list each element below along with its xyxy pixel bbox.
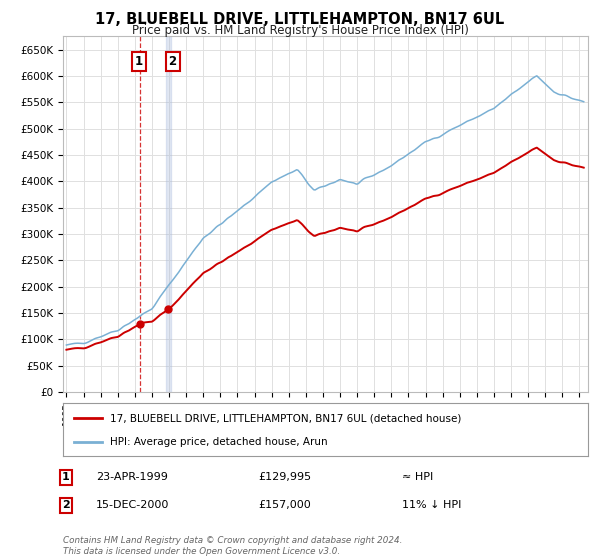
Text: £157,000: £157,000 xyxy=(258,500,311,510)
Text: Price paid vs. HM Land Registry's House Price Index (HPI): Price paid vs. HM Land Registry's House … xyxy=(131,24,469,37)
Text: 11% ↓ HPI: 11% ↓ HPI xyxy=(402,500,461,510)
Text: 17, BLUEBELL DRIVE, LITTLEHAMPTON, BN17 6UL: 17, BLUEBELL DRIVE, LITTLEHAMPTON, BN17 … xyxy=(95,12,505,27)
Text: 2: 2 xyxy=(62,500,70,510)
Text: 1: 1 xyxy=(134,55,143,68)
Text: ≈ HPI: ≈ HPI xyxy=(402,472,433,482)
Text: 15-DEC-2000: 15-DEC-2000 xyxy=(96,500,169,510)
Text: £129,995: £129,995 xyxy=(258,472,311,482)
Text: HPI: Average price, detached house, Arun: HPI: Average price, detached house, Arun xyxy=(110,436,328,446)
Text: 2: 2 xyxy=(169,55,176,68)
Text: 1: 1 xyxy=(62,472,70,482)
Text: Contains HM Land Registry data © Crown copyright and database right 2024.
This d: Contains HM Land Registry data © Crown c… xyxy=(63,536,403,556)
Text: 23-APR-1999: 23-APR-1999 xyxy=(96,472,168,482)
Bar xyxy=(166,36,171,392)
Text: 17, BLUEBELL DRIVE, LITTLEHAMPTON, BN17 6UL (detached house): 17, BLUEBELL DRIVE, LITTLEHAMPTON, BN17 … xyxy=(110,413,461,423)
